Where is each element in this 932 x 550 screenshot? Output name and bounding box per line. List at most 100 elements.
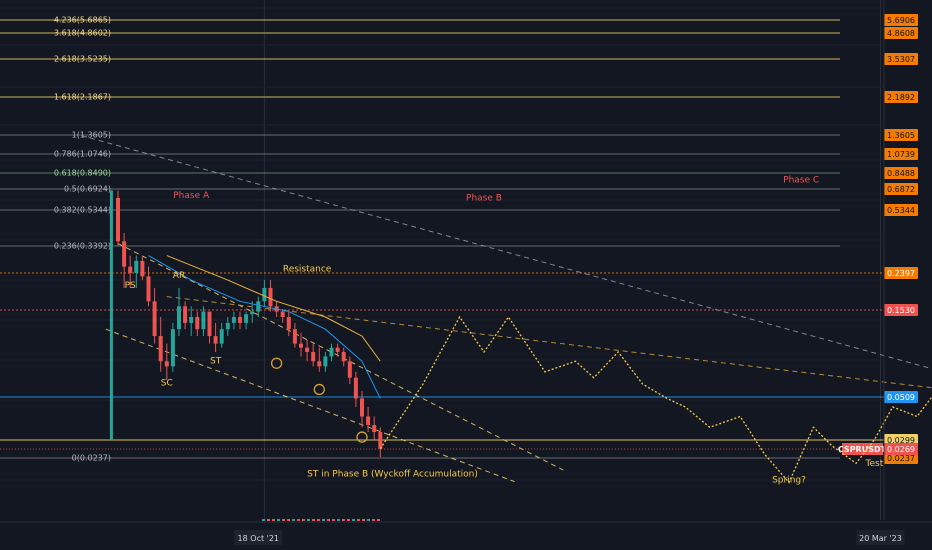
price-tag — [884, 391, 918, 403]
volume-bar — [287, 519, 290, 521]
fib-level-label: 0.382(0.5344) — [54, 206, 111, 215]
volume-bar — [277, 519, 280, 521]
fib-price-tag — [884, 53, 918, 65]
fib-price-tag — [884, 183, 918, 195]
price-tag-label: 0.1530 — [887, 306, 915, 315]
volume-bar — [337, 519, 340, 521]
moving-average-line — [148, 255, 381, 399]
fib-price-tag — [884, 91, 918, 103]
fib-price-tag-label: 0.0237 — [887, 454, 915, 463]
date-label-bg — [856, 530, 905, 545]
highlight-circle — [270, 357, 283, 369]
fib-price-tag-label: 0.8488 — [887, 169, 915, 178]
wyckoff-label: AR — [173, 271, 185, 281]
candle-body — [299, 343, 303, 348]
candle-body — [280, 311, 285, 318]
candle-body — [116, 197, 120, 242]
candle-body — [225, 322, 230, 330]
volume-bar — [292, 519, 295, 521]
fib-price-tag — [884, 14, 918, 26]
volume-bar — [307, 519, 310, 521]
candle-body — [170, 329, 175, 367]
highlight-circle — [313, 383, 325, 396]
fib-price-tag — [884, 204, 918, 216]
phase-label: Phase C — [783, 176, 819, 186]
fib-level-label: 1.618(2.1867) — [54, 93, 111, 102]
wyckoff-label: SC — [161, 378, 173, 388]
candle-body — [140, 260, 145, 277]
symbol-tag-label: CSPRUSDT — [838, 445, 887, 454]
last-price-tag — [884, 443, 918, 455]
fib-level-label: 0.5(0.6924) — [64, 185, 111, 194]
candle-body — [329, 347, 334, 357]
time-axis-background — [0, 522, 932, 550]
volume-bar — [297, 519, 300, 521]
candle-body — [372, 424, 377, 433]
fib-level-label: 0.618(0.8490) — [54, 169, 111, 178]
wyckoff-label: Spring? — [772, 475, 806, 485]
fib-price-tag-label: 0.5344 — [887, 206, 915, 215]
price-tag-label: 0.0509 — [887, 393, 915, 402]
wyckoff-label: PS — [125, 281, 136, 291]
candle-body — [207, 311, 212, 337]
fib-price-tag-label: 2.1892 — [887, 93, 915, 102]
fib-price-tag-label: 5.6906 — [887, 16, 915, 25]
fib-price-tag — [884, 148, 918, 160]
volume-bar — [342, 519, 345, 521]
candle-body — [122, 241, 127, 267]
fib-price-tag — [884, 27, 918, 39]
candle-body — [164, 361, 169, 367]
fib-price-tag-label: 1.0739 — [887, 150, 915, 159]
fib-extension-levels: 4.236(5.6865) 5.6906 3.618(4.8602) 4.8608 2.… — [0, 14, 918, 464]
fib-price-tag-label: 0.6872 — [887, 185, 915, 194]
volume-bar — [367, 519, 370, 521]
candle-body — [262, 287, 267, 302]
moving-averages — [148, 255, 381, 399]
candle-body — [366, 416, 371, 425]
wyckoff-label: ST in Phase B (Wyckoff Accumulation) — [307, 469, 478, 479]
symbol-tag — [842, 443, 883, 455]
price-tag — [884, 267, 918, 279]
candle-body — [158, 336, 163, 362]
candle-body — [183, 306, 188, 323]
volume-bar — [377, 519, 380, 521]
date-label: 20 Mar '23 — [859, 534, 902, 543]
volume-bar — [272, 519, 275, 521]
date-label-bg — [234, 530, 283, 545]
candle-body — [341, 351, 346, 362]
candle-body — [286, 317, 291, 330]
fib-level-label: 1(1.3605) — [72, 131, 111, 140]
wyckoff-label: ST — [210, 356, 222, 366]
candle-body — [238, 317, 242, 323]
candle-body — [347, 361, 352, 378]
fib-price-tag — [884, 167, 918, 179]
volume-bar — [347, 519, 350, 521]
phase-label: Phase B — [466, 194, 502, 204]
fib-level-label: 4.236(5.6865) — [54, 16, 111, 25]
candle-body — [311, 351, 316, 362]
volume-bar — [372, 519, 375, 521]
last-price-tag-label: 0.0269 — [887, 445, 915, 454]
candle-body — [195, 317, 200, 330]
highlight-circles — [270, 357, 368, 443]
volume-bar — [302, 519, 305, 521]
candle-body — [317, 361, 322, 367]
candle-body — [353, 377, 358, 399]
candle-body — [134, 260, 139, 273]
fib-price-tag-label: 4.8608 — [887, 29, 915, 38]
volume-bar — [267, 519, 270, 521]
candle-body — [256, 301, 261, 312]
projection-line — [379, 315, 932, 484]
fib-level-label: 0.236(0.3392) — [54, 242, 111, 251]
candle-body — [335, 347, 340, 352]
volume-bar — [312, 519, 315, 521]
volume-bar — [262, 519, 265, 521]
price-tag-label: 0.2397 — [887, 269, 915, 278]
projection-path — [379, 315, 932, 484]
volume-bar — [282, 519, 285, 521]
candle-body — [378, 432, 383, 449]
